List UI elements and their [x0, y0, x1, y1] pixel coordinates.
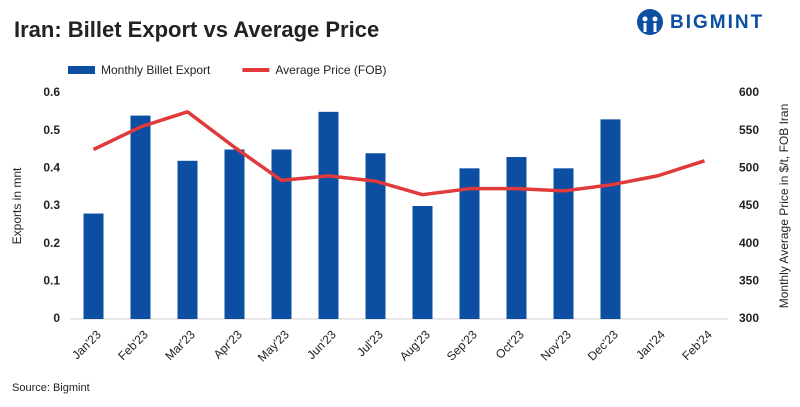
legend-label: Average Price (FOB) — [275, 63, 386, 77]
bar — [271, 149, 292, 319]
y2-tick-label: 500 — [739, 161, 759, 175]
logo-text: BIGMINT — [670, 12, 764, 33]
x-tick-label: Mar'23 — [162, 327, 198, 363]
x-tick-label: Apr'23 — [211, 327, 245, 361]
x-tick-label: Dec'23 — [585, 327, 621, 363]
x-tick-label: Nov'23 — [538, 327, 574, 363]
legend-swatch — [68, 66, 95, 74]
logo-icon — [637, 9, 663, 35]
source: Source: Bigmint — [12, 382, 90, 394]
y2-tick-label: 400 — [739, 236, 759, 250]
x-tick-label: Feb'23 — [115, 327, 151, 363]
y-tick-label: 0.1 — [43, 274, 60, 288]
bar — [318, 111, 339, 319]
y2-tick-label: 300 — [739, 311, 759, 325]
bar — [412, 206, 433, 319]
x-tick-label: Oct'23 — [493, 327, 527, 361]
x-tick-label: Jun'23 — [304, 327, 339, 362]
bar — [506, 157, 527, 319]
y2-tick-label: 350 — [739, 274, 759, 288]
y2-tick-label: 450 — [739, 198, 759, 212]
x-tick-label: Jan'24 — [633, 327, 668, 362]
bar — [459, 168, 480, 319]
y-tick-label: 0 — [53, 311, 60, 325]
bar — [365, 153, 386, 319]
y2-tick-label: 550 — [739, 123, 759, 137]
y-tick-label: 0.5 — [43, 123, 60, 137]
line — [92, 110, 706, 197]
y-tick-label: 0.4 — [43, 161, 60, 175]
bar — [553, 168, 574, 319]
logo: BIGMINT — [637, 9, 764, 35]
y-tick-label: 0.6 — [43, 85, 60, 99]
y2-axis-title: Monthly Average Price in $/t, FOB Iran — [777, 104, 791, 309]
chart-title: Iran: Billet Export vs Average Price — [14, 17, 379, 42]
bar — [600, 119, 621, 319]
bar — [83, 213, 104, 319]
bar — [130, 115, 151, 319]
y-tick-label: 0.3 — [43, 198, 60, 212]
x-tick-label: May'23 — [255, 327, 292, 364]
y-axis-title: Exports in mnt — [10, 167, 24, 244]
bar — [177, 160, 198, 319]
x-tick-label: Jul'23 — [354, 327, 386, 359]
x-tick-label: Jan'23 — [69, 327, 104, 362]
legend-label: Monthly Billet Export — [101, 63, 211, 77]
bar — [224, 149, 245, 319]
x-tick-label: Feb'24 — [679, 327, 715, 363]
x-tick-label: Sep'23 — [444, 327, 480, 363]
y2-tick-label: 600 — [739, 85, 759, 99]
y-tick-label: 0.2 — [43, 236, 60, 250]
x-tick-label: Aug'23 — [397, 327, 433, 363]
